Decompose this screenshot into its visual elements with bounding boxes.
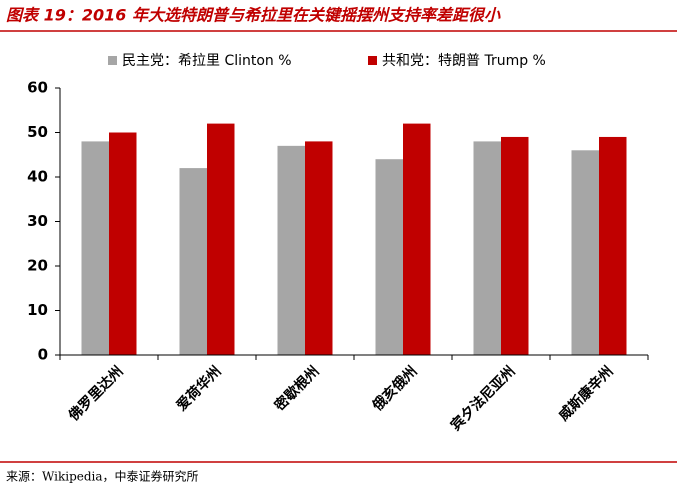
legend-swatch [368, 56, 377, 65]
bar [109, 132, 137, 355]
x-tick-label: 威斯康辛州 [555, 363, 617, 425]
bar [81, 141, 109, 355]
y-tick-label: 0 [38, 346, 48, 364]
x-tick-label: 佛罗里达州 [64, 363, 126, 425]
x-tick-label: 爱荷华州 [173, 363, 225, 415]
bar [375, 159, 403, 355]
y-tick-label: 20 [27, 257, 48, 275]
x-tick-label: 宾夕法尼亚州 [447, 363, 518, 434]
legend-label: 共和党：特朗普 Trump % [382, 53, 546, 69]
bar [403, 123, 431, 355]
legend-swatch [108, 56, 117, 65]
bar [305, 141, 333, 355]
legend-label: 民主党：希拉里 Clinton % [122, 53, 292, 69]
y-tick-label: 50 [27, 123, 48, 141]
bar [599, 136, 627, 355]
y-tick-label: 30 [27, 212, 48, 230]
x-tick-label: 俄亥俄州 [368, 363, 420, 415]
y-tick-label: 10 [27, 301, 48, 319]
source: 来源：Wikipedia，中泰证券研究所 [6, 469, 199, 484]
bar [179, 168, 207, 355]
x-tick-label: 密歇根州 [270, 363, 322, 415]
bar [571, 150, 599, 355]
chart-title: 图表 19：2016 年大选特朗普与希拉里在关键摇摆州支持率差距很小 [6, 6, 501, 25]
bar [501, 136, 529, 355]
y-tick-label: 40 [27, 168, 48, 186]
bar [277, 145, 305, 355]
bar [207, 123, 235, 355]
bar [473, 141, 501, 355]
y-tick-label: 60 [27, 79, 48, 97]
